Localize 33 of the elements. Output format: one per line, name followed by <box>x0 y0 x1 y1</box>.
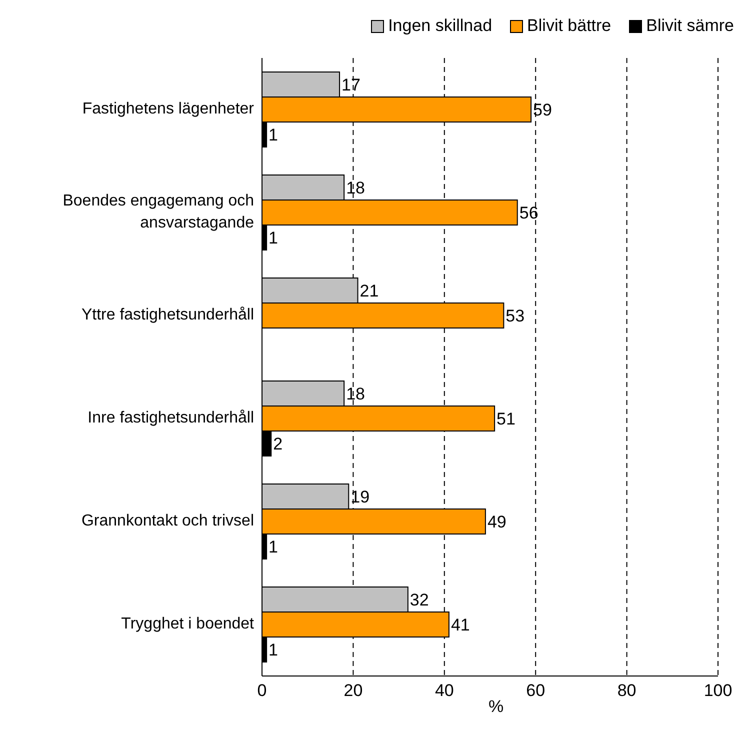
data-label: 19 <box>350 488 370 507</box>
data-label: 1 <box>268 640 278 660</box>
data-label: 49 <box>487 512 506 532</box>
data-label: 18 <box>346 384 365 404</box>
y-tick-label: Inre fastighetsunderhåll <box>88 410 254 427</box>
x-tick-label: 20 <box>344 681 363 700</box>
legend-label: Blivit sämre <box>646 16 734 36</box>
y-tick-label: Trygghet i boendet <box>121 616 255 633</box>
data-label: 1 <box>268 126 278 145</box>
x-tick-label: 100 <box>704 681 732 700</box>
data-label: 32 <box>410 590 429 610</box>
x-axis-title: % <box>488 697 504 716</box>
data-label: 56 <box>519 204 538 223</box>
legend-label: Ingen skillnad <box>388 16 492 36</box>
data-label: 41 <box>450 616 470 635</box>
x-tick-label: 0 <box>257 681 267 700</box>
x-tick-label: 60 <box>526 681 546 700</box>
legend-label: Blivit bättre <box>527 16 612 36</box>
y-tick-label: Yttre fastighetsunderhåll <box>81 306 254 324</box>
data-label: 59 <box>533 100 552 120</box>
data-label: 51 <box>496 410 516 429</box>
y-tick-label: Boendes engagemang och ansvarstagande <box>62 192 254 232</box>
x-tick-label: 40 <box>434 681 454 700</box>
data-label: 21 <box>360 282 379 301</box>
data-label: 18 <box>346 178 365 198</box>
x-tick-label: 80 <box>617 681 636 700</box>
y-tick-label: Fastighetens lägenheter <box>82 100 255 118</box>
data-label: 53 <box>506 306 525 326</box>
data-label: 17 <box>342 76 360 95</box>
data-label: 2 <box>273 434 283 454</box>
data-label: 1 <box>268 228 278 248</box>
data-label: 1 <box>268 538 278 557</box>
y-tick-label: Grannkontakt och trivsel <box>81 512 254 530</box>
